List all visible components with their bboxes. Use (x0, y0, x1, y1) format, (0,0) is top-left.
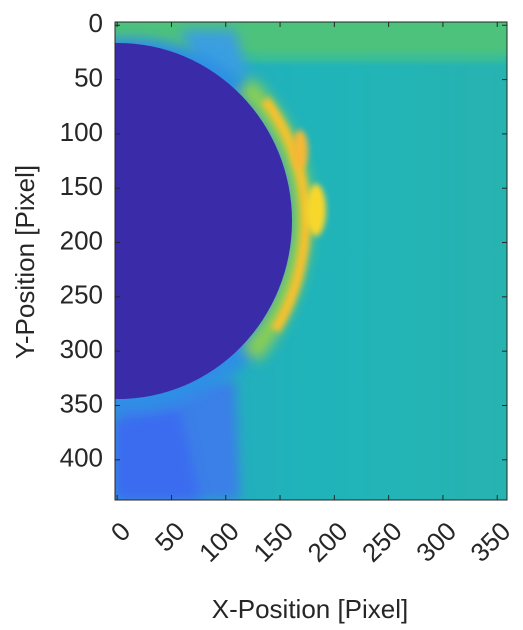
y-tick-label: 300 (60, 334, 103, 364)
y-tick-label: 150 (60, 171, 103, 201)
y-tick-label: 200 (60, 225, 103, 255)
x-axis-label: X-Position [Pixel] (212, 594, 409, 624)
x-tick-label: 150 (247, 516, 299, 568)
x-tick-label: 300 (410, 516, 462, 568)
y-tick-label: 100 (60, 117, 103, 147)
x-tick-label: 250 (356, 516, 408, 568)
x-tick-label: 0 (105, 516, 136, 547)
x-tick-label: 200 (302, 516, 354, 568)
x-tick-label: 350 (464, 516, 516, 568)
heatmap-field (115, 22, 507, 500)
y-tick-label: 50 (74, 62, 103, 92)
y-axis-label: Y-Position [Pixel] (10, 165, 40, 359)
y-tick-label: 0 (89, 8, 103, 38)
x-tick-label: 100 (193, 516, 245, 568)
y-tick-label: 250 (60, 280, 103, 310)
plot-frame (114, 21, 508, 501)
y-tick-label: 400 (60, 443, 103, 473)
x-tick-label: 50 (149, 516, 191, 558)
y-tick-label: 350 (60, 388, 103, 418)
